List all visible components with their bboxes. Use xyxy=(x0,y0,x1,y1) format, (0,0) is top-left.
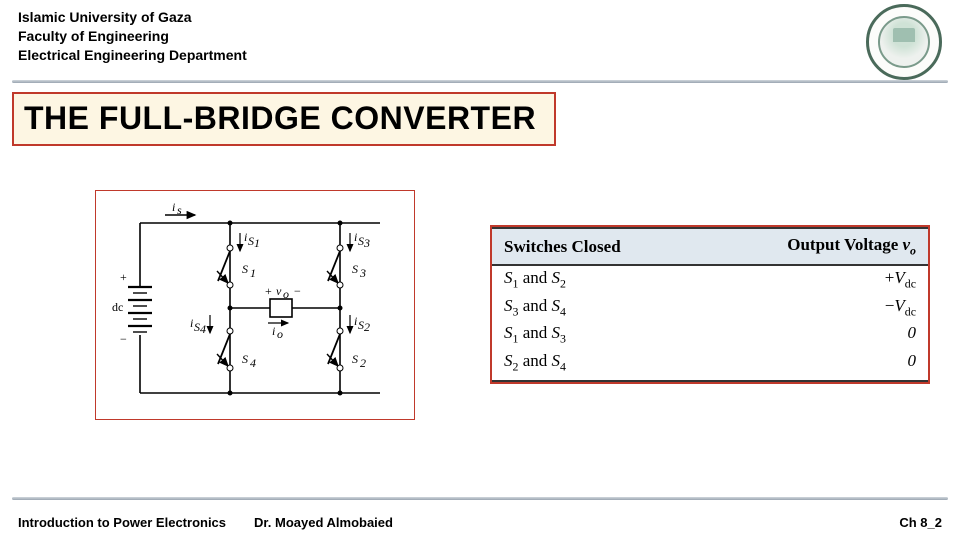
svg-text:3: 3 xyxy=(363,236,370,250)
table-row: S2 and S4 0 xyxy=(492,349,928,381)
svg-text:S: S xyxy=(352,262,358,276)
switch-s1: S1 xyxy=(217,245,256,288)
svg-text:i: i xyxy=(272,324,275,338)
slide-title-box: THE FULL-BRIDGE CONVERTER xyxy=(12,92,556,146)
slide-number: Ch 8_2 xyxy=(899,515,942,530)
svg-text:−: − xyxy=(120,332,127,346)
instructor-name: Dr. Moayed Almobaied xyxy=(254,515,393,530)
svg-text:+: + xyxy=(120,270,127,284)
svg-text:S: S xyxy=(352,352,358,366)
svg-text:S: S xyxy=(242,262,248,276)
svg-text:dc: dc xyxy=(112,300,123,314)
svg-text:4: 4 xyxy=(250,356,256,370)
slide-footer: Introduction to Power Electronics Dr. Mo… xyxy=(18,515,942,530)
circuit-svg: + dc − is S1 iS1 xyxy=(110,203,406,409)
institution-line-1: Islamic University of Gaza xyxy=(18,8,942,27)
svg-text:2: 2 xyxy=(364,320,370,334)
switch-s4: S4 xyxy=(217,328,256,371)
svg-text:i: i xyxy=(190,316,193,330)
switch-s3: S3 xyxy=(327,245,366,288)
svg-text:i: i xyxy=(172,203,175,214)
course-title: Introduction to Power Electronics xyxy=(18,515,226,530)
svg-text:s: s xyxy=(177,203,182,217)
dc-source: + dc − xyxy=(112,270,152,346)
table-header-output: Output Voltage vo xyxy=(701,228,928,265)
switch-s2: S2 xyxy=(327,328,366,371)
svg-text:S: S xyxy=(242,352,248,366)
svg-text:2: 2 xyxy=(360,356,366,370)
svg-text:i: i xyxy=(354,230,357,244)
university-logo xyxy=(866,4,942,80)
institution-line-3: Electrical Engineering Department xyxy=(18,46,942,65)
svg-text:1: 1 xyxy=(254,236,260,250)
svg-text:4: 4 xyxy=(200,322,206,336)
svg-text:v: v xyxy=(276,284,282,298)
svg-text:+: + xyxy=(265,284,272,298)
svg-text:−: − xyxy=(294,284,301,298)
circuit-diagram: + dc − is S1 iS1 xyxy=(95,190,415,420)
svg-text:i: i xyxy=(354,314,357,328)
switch-state-table: Switches Closed Output Voltage vo S1 and… xyxy=(490,225,930,384)
institution-line-2: Faculty of Engineering xyxy=(18,27,942,46)
table-header-switches: Switches Closed xyxy=(492,228,701,265)
svg-text:o: o xyxy=(277,327,283,341)
svg-text:1: 1 xyxy=(250,266,256,280)
svg-text:i: i xyxy=(244,230,247,244)
header-divider xyxy=(12,80,948,83)
table-row: S3 and S4 −Vdc xyxy=(492,294,928,321)
table-row: S1 and S2 +Vdc xyxy=(492,265,928,293)
logo-inner xyxy=(878,16,930,68)
svg-text:3: 3 xyxy=(359,266,366,280)
slide-title: THE FULL-BRIDGE CONVERTER xyxy=(24,100,536,137)
slide-header: Islamic University of Gaza Faculty of En… xyxy=(18,8,942,78)
table-row: S1 and S3 0 xyxy=(492,321,928,348)
svg-text:o: o xyxy=(283,287,289,301)
footer-divider xyxy=(12,497,948,500)
